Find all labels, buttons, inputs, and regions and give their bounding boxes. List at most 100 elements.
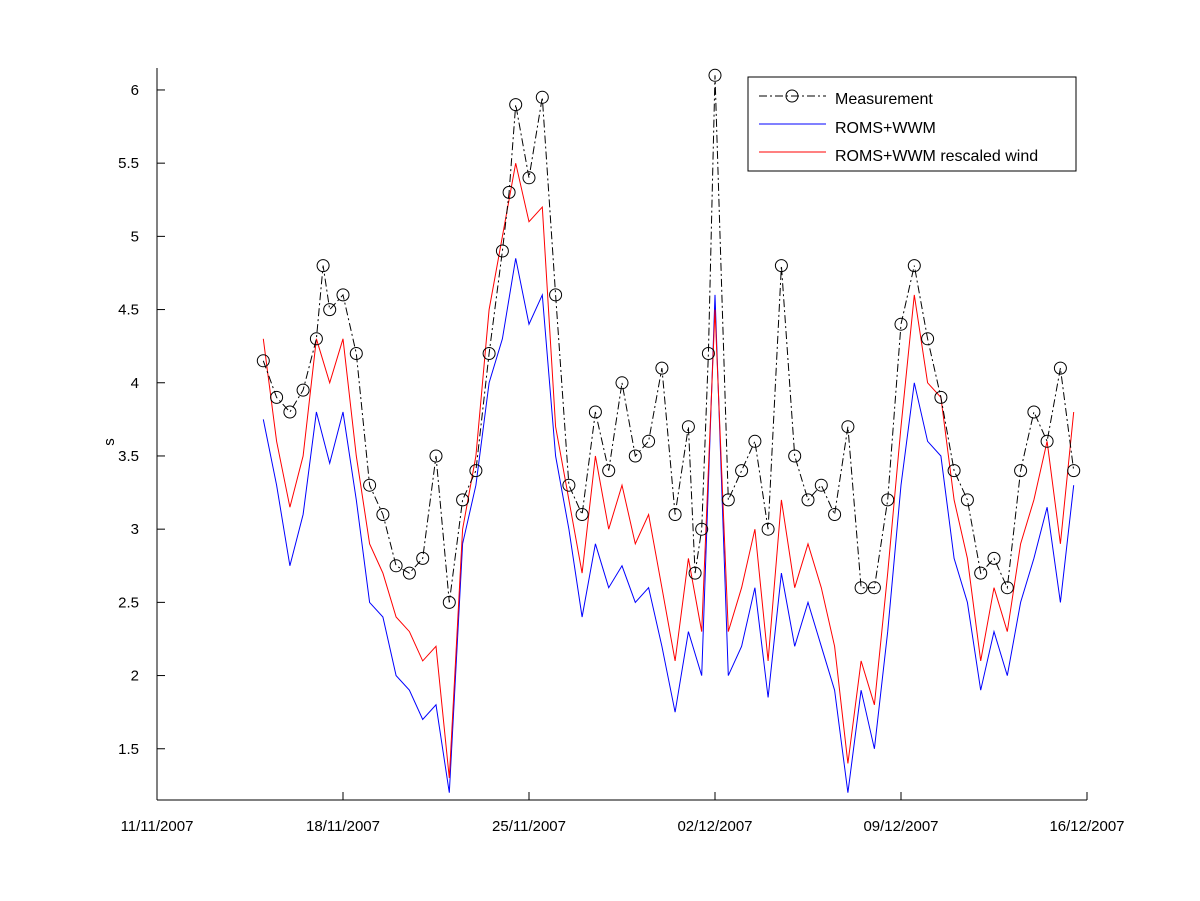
data-point-measurement — [549, 288, 563, 302]
y-tick-label: 5 — [131, 228, 139, 245]
y-axis-label: s — [101, 438, 118, 446]
data-point-measurement — [1067, 464, 1081, 478]
data-point-measurement — [987, 551, 1001, 565]
data-point-measurement — [695, 522, 709, 536]
data-point-measurement — [681, 420, 695, 434]
series-line-roms-wwm — [262, 258, 1075, 793]
data-point-measurement — [934, 390, 948, 404]
data-point-measurement — [1040, 434, 1054, 448]
y-tick-label: 2 — [131, 668, 139, 685]
legend-item-roms-wwm: ROMS+WWM — [759, 120, 936, 137]
data-point-measurement — [363, 478, 377, 492]
data-point-measurement — [429, 449, 443, 463]
y-tick-label: 2.5 — [118, 594, 139, 611]
data-point-measurement — [535, 90, 549, 104]
data-point-measurement — [1027, 405, 1041, 419]
data-point-measurement — [482, 347, 496, 360]
y-tick-group: 1.5 2 2.5 3 3.5 4 4.5 5 5.5 6 — [118, 82, 165, 758]
legend-item-measurement: Measurement — [759, 89, 933, 108]
data-point-measurement — [283, 405, 297, 419]
data-point-measurement — [1014, 464, 1028, 478]
data-point-measurement — [456, 493, 470, 507]
data-point-measurement — [814, 478, 828, 492]
series-line-measurement — [262, 75, 1075, 603]
data-point-measurement — [309, 332, 323, 346]
x-tick-label: 18/11/2007 — [306, 818, 380, 835]
data-point-measurement — [894, 317, 908, 331]
data-point-measurement — [416, 551, 430, 565]
data-point-measurement — [801, 493, 815, 507]
data-point-measurement — [867, 581, 881, 595]
y-tick-label: 5.5 — [118, 155, 139, 172]
data-point-measurement — [349, 347, 363, 360]
legend-item-roms-wwm-rescaled: ROMS+WWM rescaled wind — [759, 148, 1038, 165]
series-line-roms-wwm-rescaled-wind — [262, 163, 1075, 779]
data-point-measurement — [881, 493, 895, 507]
data-point-measurement — [735, 464, 749, 478]
data-point-measurement — [509, 98, 523, 112]
data-point-measurement — [708, 68, 722, 82]
data-point-measurement — [721, 493, 735, 507]
y-tick-label: 4 — [131, 375, 139, 392]
legend-label-measurement: Measurement — [835, 91, 933, 108]
data-point-measurement — [495, 244, 509, 258]
data-point-measurement — [402, 566, 416, 580]
data-point-measurement — [748, 434, 762, 448]
data-point-measurement — [854, 581, 868, 595]
x-tick-label: 11/11/2007 — [121, 818, 194, 835]
data-point-measurement — [960, 493, 974, 507]
data-point-measurement — [316, 259, 330, 273]
data-point-measurement — [947, 464, 961, 478]
data-point-measurement — [974, 566, 988, 580]
data-point-measurement — [502, 185, 516, 199]
data-point-measurement — [907, 259, 921, 273]
data-point-measurement — [336, 288, 350, 302]
data-point-measurement — [323, 303, 337, 317]
y-tick-label: 3 — [131, 521, 139, 538]
legend-box — [747, 76, 1077, 172]
data-point-measurement — [642, 434, 656, 448]
legend-label-roms-wwm-rescaled: ROMS+WWM rescaled wind — [835, 148, 1038, 165]
data-point-measurement — [628, 449, 642, 463]
x-tick-label: 25/11/2007 — [492, 818, 566, 835]
y-tick-label: 4.5 — [118, 302, 139, 319]
x-tick-label: 02/12/2007 — [677, 818, 752, 835]
x-tick-label: 16/12/2007 — [1049, 818, 1124, 835]
data-point-measurement — [828, 508, 842, 521]
data-point-measurement — [788, 449, 802, 463]
x-tick-label: 09/12/2007 — [863, 818, 938, 835]
data-point-measurement — [1000, 581, 1014, 595]
data-point-measurement — [921, 332, 935, 346]
data-point-measurement — [761, 522, 775, 536]
legend-label-roms-wwm: ROMS+WWM — [835, 120, 936, 137]
legend: Measurement ROMS+WWM ROMS+WWM rescaled w… — [747, 76, 1077, 172]
data-point-measurement — [588, 405, 602, 419]
legend-marker-measurement — [785, 89, 799, 103]
data-point-measurement — [1053, 361, 1067, 375]
data-point-measurement — [389, 559, 403, 573]
data-point-measurement — [256, 354, 270, 368]
data-point-measurement — [296, 383, 310, 397]
data-point-measurement — [841, 420, 855, 434]
data-point-measurement — [270, 390, 284, 404]
data-point-measurement — [688, 566, 702, 580]
data-point-measurement — [562, 478, 576, 492]
data-point-measurement — [701, 347, 715, 360]
y-tick-label: 6 — [131, 82, 139, 99]
data-point-measurement — [469, 464, 483, 478]
data-point-measurement — [575, 508, 589, 521]
series-layer — [256, 68, 1081, 793]
data-point-measurement — [668, 508, 682, 521]
x-tick-group: 11/11/2007 18/11/2007 25/11/2007 02/12/2007… — [121, 792, 1125, 835]
data-point-measurement — [522, 171, 536, 185]
data-point-measurement — [655, 361, 669, 375]
axes — [156, 68, 1087, 801]
data-point-measurement — [442, 595, 456, 609]
data-point-measurement — [774, 259, 788, 273]
data-point-measurement — [602, 464, 616, 478]
y-tick-label: 3.5 — [118, 448, 139, 465]
data-point-measurement — [376, 508, 390, 521]
y-tick-label: 1.5 — [118, 741, 139, 758]
data-point-measurement — [615, 376, 629, 390]
